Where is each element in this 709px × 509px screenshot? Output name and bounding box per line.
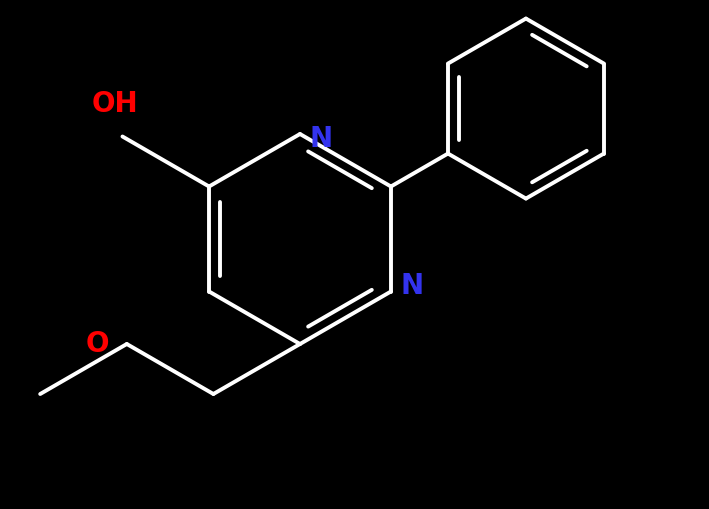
Text: N: N xyxy=(401,272,424,300)
Text: OH: OH xyxy=(91,91,138,119)
Text: O: O xyxy=(85,330,108,358)
Text: N: N xyxy=(310,125,333,153)
